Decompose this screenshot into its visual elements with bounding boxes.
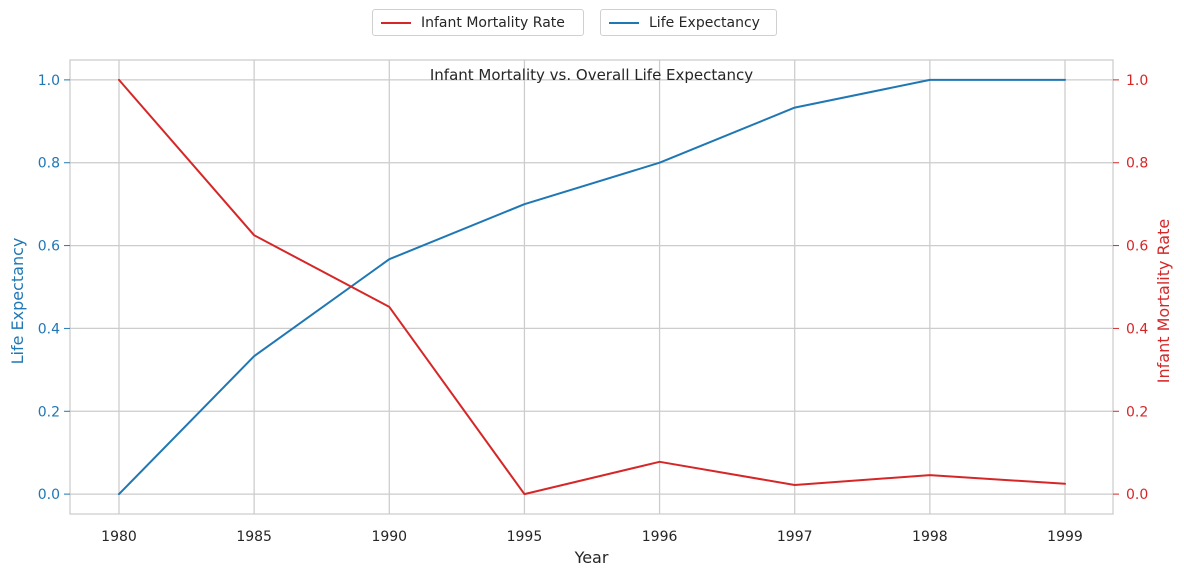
x-tick-label: 1995 xyxy=(507,529,543,545)
y-left-axis-label: Life Expectancy xyxy=(8,238,27,365)
y-left-tick-label: 0.8 xyxy=(38,156,60,172)
legend-entry-infant-mortality: Infant Mortality Rate xyxy=(372,9,584,36)
x-tick-label: 1985 xyxy=(236,529,272,545)
y-left-tick-label: 0.2 xyxy=(38,404,60,420)
y-right-tick-label: 0.4 xyxy=(1126,321,1148,337)
x-tick-label: 1998 xyxy=(912,529,948,545)
y-right-tick-label: 0.8 xyxy=(1126,156,1148,172)
y-left-tick-label: 1.0 xyxy=(38,73,60,89)
legend-label-life-expectancy: Life Expectancy xyxy=(649,14,760,31)
x-axis-label: Year xyxy=(574,548,609,567)
grid xyxy=(70,60,1113,514)
x-tick-label: 1980 xyxy=(101,529,137,545)
x-tick-label: 1996 xyxy=(642,529,678,545)
series-line-infant-mortality-rate xyxy=(118,78,1066,496)
y-right-tick-label: 0.2 xyxy=(1126,404,1148,420)
y-right-tick-label: 0.6 xyxy=(1126,239,1148,255)
y-left-tick-label: 0.4 xyxy=(38,321,60,337)
legend-label-infant-mortality: Infant Mortality Rate xyxy=(421,14,565,31)
y-right-tick-label: 1.0 xyxy=(1126,73,1148,89)
series-line-life-expectancy xyxy=(118,78,1066,496)
legend-swatch-infant-mortality xyxy=(381,21,411,24)
plot-frame xyxy=(69,59,1114,515)
x-tick-label: 1999 xyxy=(1047,529,1083,545)
x-tick-label: 1997 xyxy=(777,529,813,545)
series-layer xyxy=(118,78,1066,496)
y-right-axis-label: Infant Mortality Rate xyxy=(1154,219,1173,383)
y-left-tick-label: 0.6 xyxy=(38,239,60,255)
y-right-tick-label: 0.0 xyxy=(1126,487,1148,503)
y-left-tick-label: 0.0 xyxy=(38,487,60,503)
chart-title: Infant Mortality vs. Overall Life Expect… xyxy=(430,66,753,84)
tick-labels: 1980 1985 1990 1995 1996 1997 1998 1999 0.0 0.2 0.… xyxy=(38,73,1149,545)
legend-swatch-life-expectancy xyxy=(609,21,639,24)
legend-entry-life-expectancy: Life Expectancy xyxy=(600,9,777,36)
x-tick-label: 1990 xyxy=(371,529,407,545)
